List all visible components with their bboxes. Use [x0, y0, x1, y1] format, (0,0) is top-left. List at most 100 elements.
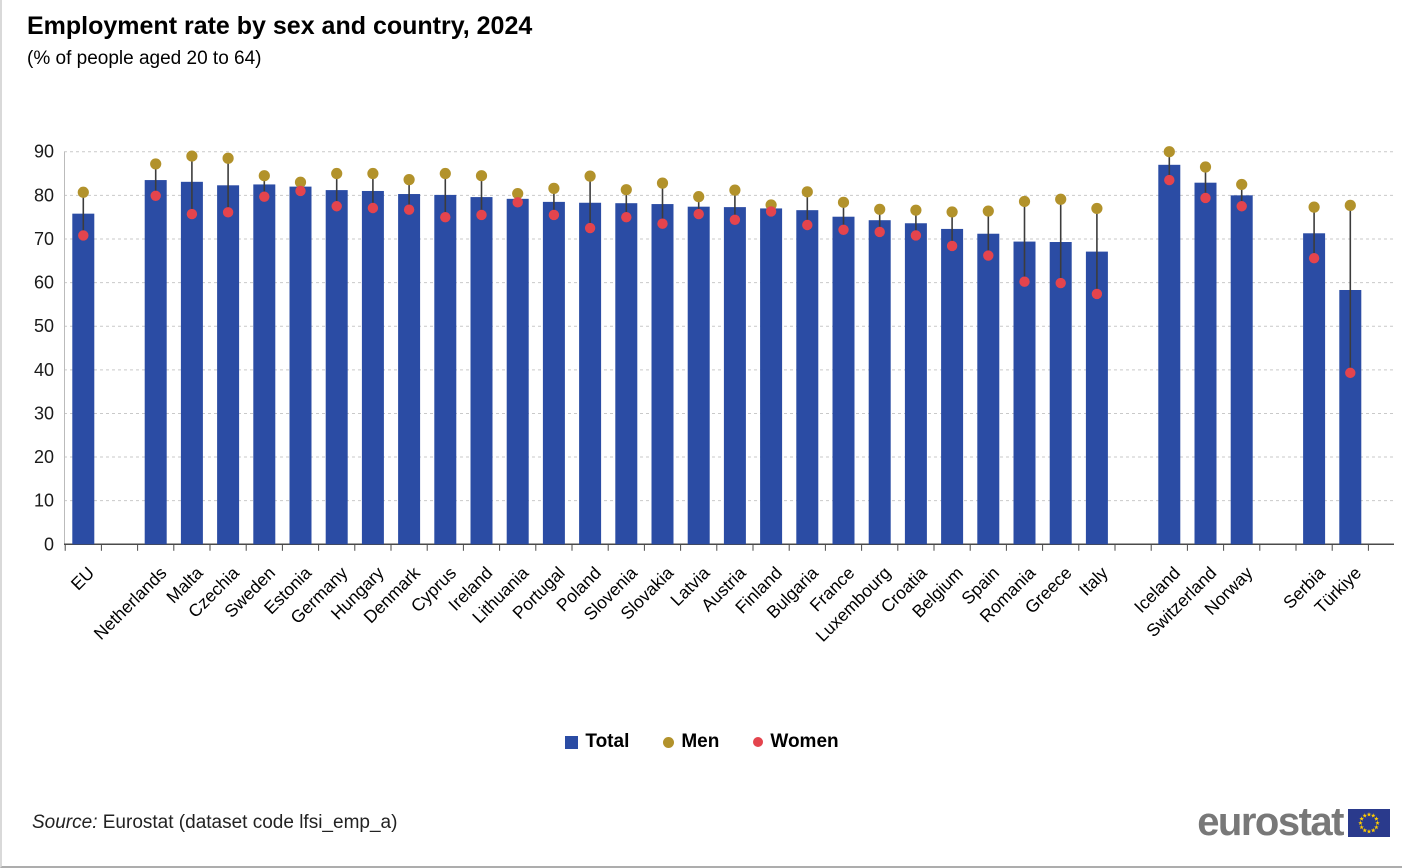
women-point-Türkiye	[1345, 367, 1356, 379]
chart-title: Employment rate by sex and country, 2024	[27, 12, 533, 40]
men-point-Malta	[186, 150, 198, 162]
men-point-Hungary	[367, 167, 379, 180]
men-point-Bulgaria	[801, 186, 813, 198]
eu-flag-star	[1358, 820, 1363, 825]
y-tick-label-90: 90	[34, 142, 54, 162]
bar-total-Netherlands	[144, 180, 167, 545]
women-circle-marker-icon	[753, 737, 764, 747]
women-point-Switzerland	[1200, 192, 1211, 204]
eu-flag-star	[1374, 815, 1379, 821]
men-circle-marker-icon	[663, 736, 675, 748]
bar-total-Denmark	[398, 194, 421, 545]
bar-total-Serbia	[1303, 233, 1326, 545]
eu-flag-star	[1370, 827, 1376, 832]
eu-flag-star	[1374, 824, 1379, 829]
bar-total-Malta	[180, 181, 203, 545]
men-point-Croatia	[910, 204, 922, 216]
men-point-Serbia	[1308, 201, 1320, 213]
x-label-Netherlands: Netherlands	[90, 563, 171, 644]
eurostat-logo: eurostat	[1197, 800, 1390, 845]
women-point-Hungary	[367, 202, 379, 214]
bar-total-Greece	[1049, 242, 1072, 545]
men-point-Luxembourg	[874, 203, 886, 215]
women-point-Spain	[983, 250, 994, 261]
bar-total-Norway	[1230, 195, 1253, 545]
women-point-Luxembourg	[874, 226, 885, 238]
bar-total-Croatia	[904, 223, 927, 545]
eu-flag-star	[1362, 827, 1368, 832]
bar-total-Bulgaria	[796, 210, 819, 545]
men-point-Switzerland	[1199, 161, 1212, 173]
women-point-Malta	[186, 208, 198, 220]
men-point-Lithuania	[512, 187, 524, 200]
men-point-Cyprus	[439, 167, 451, 180]
women-point-Latvia	[693, 208, 704, 220]
eu-flag-star	[1366, 811, 1372, 816]
eu-flag-star	[1359, 815, 1364, 821]
employment-rate-chart: 0102030405060708090EUNetherlandsMaltaCze…	[34, 142, 1394, 646]
men-point-Austria	[729, 184, 741, 196]
women-point-Greece	[1055, 277, 1066, 289]
bar-total-Italy	[1085, 251, 1108, 545]
eu-flag-star	[1366, 828, 1372, 833]
y-tick-label-0: 0	[44, 534, 54, 554]
men-point-Türkiye	[1344, 199, 1356, 211]
women-point-Portugal	[548, 209, 560, 221]
men-point-Netherlands	[150, 158, 162, 170]
legend-item-total: Total	[565, 731, 629, 753]
y-tick-label-40: 40	[34, 360, 54, 380]
legend-item-women: Women	[753, 731, 839, 753]
legend-label-men: Men	[681, 731, 720, 752]
bar-total-EU	[72, 213, 95, 545]
women-point-Sweden	[259, 191, 270, 202]
women-point-Serbia	[1308, 252, 1320, 264]
men-point-EU	[77, 186, 89, 198]
women-point-Cyprus	[440, 211, 451, 223]
bar-total-Slovenia	[615, 203, 638, 545]
women-point-Czechia	[222, 207, 234, 218]
x-label-Italy: Italy	[1075, 563, 1112, 600]
bar-total-Lithuania	[506, 198, 529, 545]
bar-total-France	[832, 216, 855, 545]
men-point-Norway	[1236, 178, 1248, 191]
bar-total-Germany	[325, 190, 348, 545]
men-point-Estonia	[294, 176, 307, 188]
legend-item-men: Men	[663, 731, 719, 753]
men-point-Greece	[1055, 193, 1067, 205]
y-tick-label-30: 30	[34, 403, 54, 423]
bar-total-Switzerland	[1194, 182, 1217, 545]
y-tick-label-80: 80	[34, 185, 54, 205]
bar-total-Estonia	[289, 186, 312, 545]
men-point-Germany	[331, 167, 343, 180]
men-point-Poland	[584, 170, 596, 182]
women-point-Netherlands	[150, 190, 161, 201]
bar-total-Poland	[579, 202, 602, 545]
women-point-Iceland	[1164, 174, 1175, 186]
men-point-Denmark	[403, 174, 415, 186]
bar-total-Slovakia	[651, 204, 674, 545]
men-point-Spain	[982, 205, 994, 217]
women-point-Norway	[1236, 201, 1247, 212]
women-point-Finland	[765, 206, 777, 217]
legend-label-total: Total	[585, 731, 630, 752]
women-point-Slovenia	[621, 211, 632, 223]
men-point-Romania	[1018, 195, 1031, 208]
bar-total-Spain	[977, 233, 1000, 545]
women-point-France	[838, 224, 849, 235]
men-point-Latvia	[693, 191, 705, 203]
y-tick-label-10: 10	[34, 491, 54, 511]
women-point-Lithuania	[512, 197, 523, 208]
source-text: Eurostat (dataset code lfsi_emp_a)	[97, 812, 398, 833]
men-point-Sweden	[258, 170, 270, 182]
bar-total-Sweden	[253, 184, 276, 545]
men-point-Italy	[1091, 202, 1103, 215]
chart-legend: Total Men Women	[2, 731, 1402, 753]
bar-total-Finland	[760, 208, 783, 545]
bar-total-Hungary	[361, 190, 384, 545]
bar-total-Latvia	[687, 206, 710, 545]
women-point-Germany	[331, 201, 342, 212]
total-square-marker-icon	[565, 735, 579, 749]
men-point-Belgium	[946, 206, 958, 218]
women-point-Austria	[729, 214, 741, 225]
